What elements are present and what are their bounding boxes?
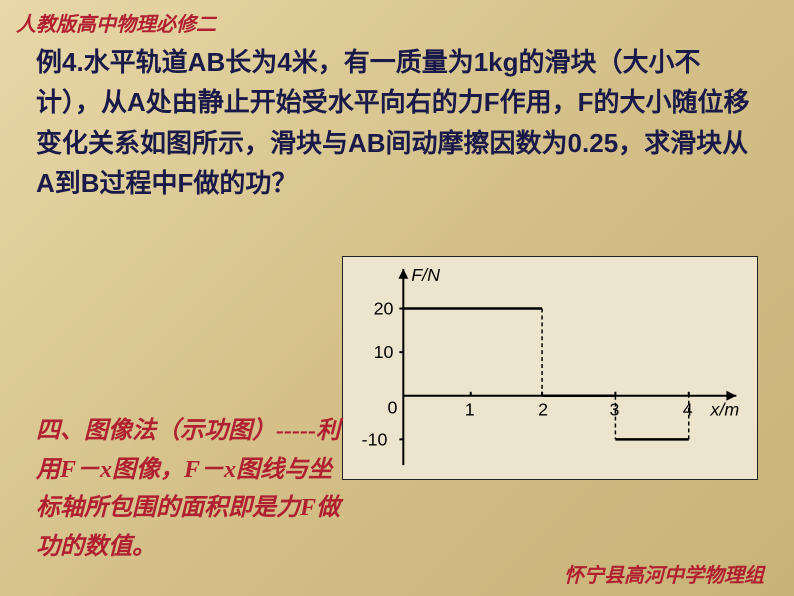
x-tick-1: 1 [465, 400, 475, 420]
y-tick-20: 20 [374, 298, 394, 318]
x-axis-label: x/m [710, 400, 740, 420]
x-tick-4: 4 [683, 400, 693, 420]
y-axis-label: F/N [411, 265, 440, 285]
method-note: 四、图像法（示功图）-----利用F－x图像，F－x图线与坐标轴所包围的面积即是… [36, 412, 346, 566]
x-tick-3: 3 [609, 400, 619, 420]
y-tick-0: 0 [387, 398, 397, 418]
y-tick-neg10: -10 [362, 429, 388, 449]
force-displacement-chart: 20 10 0 -10 1 2 3 4 F/N x/m [342, 256, 758, 480]
school-footer: 怀宁县高河中学物理组 [564, 559, 764, 588]
y-axis-arrow [398, 269, 408, 279]
problem-text: 例4.水平轨道AB长为4米，有一质量为1kg的滑块（大小不计），从A处由静止开始… [36, 42, 758, 203]
y-tick-10: 10 [374, 342, 394, 362]
x-tick-2: 2 [538, 400, 548, 420]
textbook-header: 人教版高中物理必修二 [16, 8, 216, 37]
